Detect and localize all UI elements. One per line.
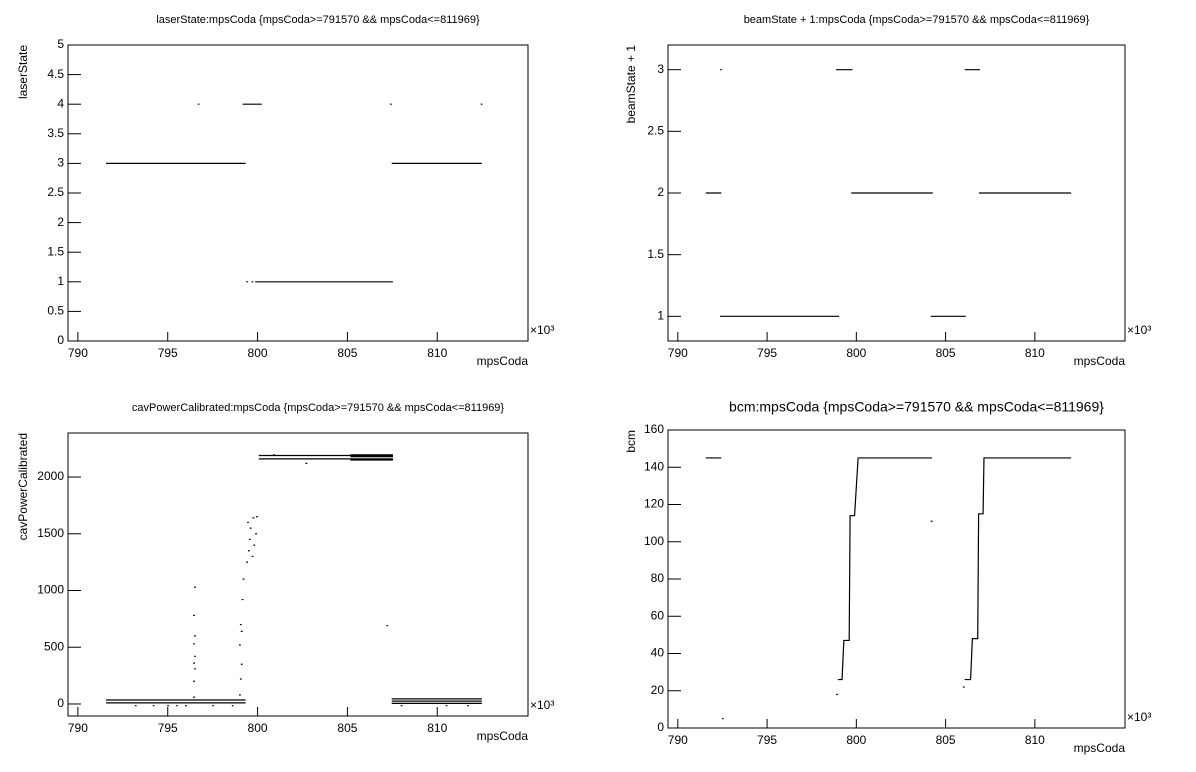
y-tick-label: 40: [651, 646, 665, 660]
x-tick-label: 805: [936, 346, 956, 360]
plot-frame: [667, 429, 1126, 729]
x-multiplier: ×10³: [1127, 323, 1151, 337]
data-line: [705, 69, 1072, 317]
y-tick-label: 1.5: [47, 244, 64, 258]
y-tick-label: 500: [44, 639, 64, 653]
y-axis-label: beamState + 1: [624, 45, 638, 124]
x-tick-label: 795: [757, 733, 777, 747]
x-tick-label: 810: [427, 346, 447, 360]
x-axis-label: mpsCoda: [1074, 741, 1126, 755]
x-axis-label: mpsCoda: [477, 354, 529, 368]
x-tick-label: 800: [248, 346, 268, 360]
y-tick-label: 2: [657, 185, 664, 199]
plot-frame: [67, 44, 529, 342]
data-line: [705, 457, 1072, 720]
x-axis-label: mpsCoda: [1074, 354, 1126, 368]
plot-frame: [67, 432, 529, 717]
x-tick-label: 790: [68, 721, 88, 735]
x-axis-label: mpsCoda: [477, 729, 529, 743]
y-tick-label: 2.5: [647, 124, 664, 138]
x-tick-label: 795: [158, 721, 178, 735]
x-tick-label: 790: [68, 346, 88, 360]
x-tick-label: 810: [1025, 733, 1045, 747]
x-tick-label: 800: [846, 346, 866, 360]
x-tick-label: 795: [158, 346, 178, 360]
x-tick-label: 790: [668, 346, 688, 360]
data-line: [106, 103, 483, 283]
y-axis-label: laserState: [16, 45, 30, 99]
x-tick-label: 800: [846, 733, 866, 747]
y-tick-label: 4: [57, 96, 64, 110]
y-tick-label: 0: [57, 696, 64, 710]
y-tick-label: 140: [644, 459, 664, 473]
y-tick-label: 1.5: [647, 247, 664, 261]
y-axis-label: cavPowerCalibrated: [16, 433, 30, 540]
x-tick-label: 795: [757, 346, 777, 360]
chart-title: cavPowerCalibrated:mpsCoda {mpsCoda>=791…: [132, 402, 505, 414]
y-tick-label: 0: [657, 720, 664, 734]
y-tick-label: 1: [657, 309, 664, 323]
x-multiplier: ×10³: [1127, 710, 1151, 724]
y-tick-label: 3: [57, 156, 64, 170]
x-tick-label: 805: [936, 733, 956, 747]
y-tick-label: 120: [644, 497, 664, 511]
chart-title: laserState:mpsCoda {mpsCoda>=791570 && m…: [156, 14, 480, 26]
y-tick-label: 2.5: [47, 185, 64, 199]
y-tick-label: 20: [651, 683, 665, 697]
y-tick-label: 4.5: [47, 67, 64, 81]
y-tick-label: 5: [57, 37, 64, 51]
y-tick-label: 3: [657, 62, 664, 76]
x-tick-label: 810: [427, 721, 447, 735]
y-tick-label: 2: [57, 215, 64, 229]
y-tick-label: 100: [644, 534, 664, 548]
y-tick-label: 2000: [37, 469, 64, 483]
y-tick-label: 80: [651, 571, 665, 585]
x-multiplier: ×10³: [530, 323, 554, 337]
y-tick-label: 60: [651, 608, 665, 622]
x-tick-label: 805: [337, 721, 357, 735]
data-line: [106, 454, 482, 707]
x-tick-label: 790: [668, 733, 688, 747]
y-tick-label: 0: [57, 333, 64, 347]
x-tick-label: 805: [337, 346, 357, 360]
x-tick-label: 810: [1025, 346, 1045, 360]
chart-title: bcm:mpsCoda {mpsCoda>=791570 && mpsCoda<…: [729, 399, 1104, 415]
y-tick-label: 160: [644, 422, 664, 436]
y-tick-label: 1: [57, 274, 64, 288]
y-tick-label: 3.5: [47, 126, 64, 140]
y-tick-label: 0.5: [47, 304, 64, 318]
x-tick-label: 800: [248, 721, 268, 735]
chart-title: beamState + 1:mpsCoda {mpsCoda>=791570 &…: [744, 14, 1090, 26]
y-axis-label: bcm: [624, 430, 638, 453]
y-tick-label: 1000: [37, 583, 64, 597]
y-tick-label: 1500: [37, 526, 64, 540]
x-multiplier: ×10³: [530, 698, 554, 712]
